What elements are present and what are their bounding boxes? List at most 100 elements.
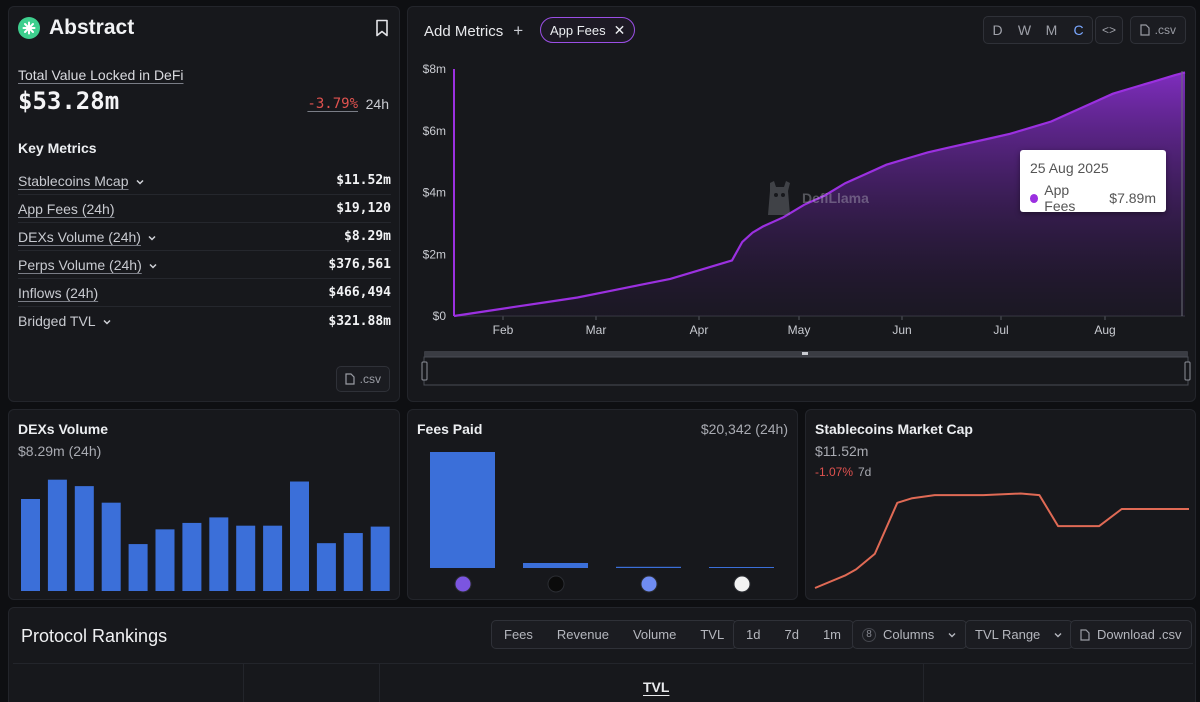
period-button[interactable]: D xyxy=(992,22,1003,38)
range-tab[interactable]: 7d xyxy=(784,627,799,642)
plus-icon: + xyxy=(513,21,524,40)
key-metric-label[interactable]: DEXs Volume (24h) xyxy=(18,228,141,245)
chevron-down-icon xyxy=(948,632,956,637)
app-fees-line xyxy=(453,71,1186,318)
overview-csv-button[interactable]: .csv xyxy=(335,366,390,392)
fees-card-total: $20,342 (24h) xyxy=(700,421,788,437)
range-tab-group: 1d 7d 1m xyxy=(733,620,854,649)
key-metric-row[interactable]: Bridged TVL $321.88m xyxy=(18,307,391,335)
chevron-down-icon[interactable] xyxy=(102,317,112,327)
metric-tab-group: Fees Revenue Volume TVL xyxy=(491,620,738,649)
selected-metric-pill[interactable]: App Fees ✕ xyxy=(540,17,636,43)
x-tick-label: Aug xyxy=(1094,323,1115,337)
metric-tab[interactable]: TVL xyxy=(700,627,725,642)
key-metric-label[interactable]: Stablecoins Mcap xyxy=(18,172,129,189)
key-metric-label[interactable]: App Fees (24h) xyxy=(18,200,115,217)
stable-card-value: $11.52m xyxy=(815,443,869,459)
bookmark-icon[interactable] xyxy=(375,19,389,37)
tvl-range-label: TVL Range xyxy=(975,627,1041,642)
dex-volume-bar[interactable] xyxy=(343,533,363,591)
fees-card-title: Fees Paid xyxy=(417,421,483,437)
key-metric-value: $376,561 xyxy=(328,257,391,272)
fees-paid-bar[interactable] xyxy=(523,563,588,568)
period-button[interactable]: W xyxy=(1017,22,1032,38)
tvl-range-button[interactable]: TVL Range xyxy=(965,620,1074,649)
main-chart[interactable]: $0 $2m $4m $6m $8m Feb Mar Apr May Jun Jul Aug xyxy=(408,7,1196,402)
x-tick-label: Apr xyxy=(690,323,709,337)
key-metric-row[interactable]: Stablecoins Mcap $11.52m xyxy=(18,167,391,195)
columns-button[interactable]: 8 Columns xyxy=(852,620,968,649)
selected-metric-label: App Fees xyxy=(550,22,606,38)
fees-paid-bar[interactable] xyxy=(709,567,774,568)
key-metric-row[interactable]: Inflows (24h) $466,494 xyxy=(18,279,391,307)
rankings-table-header: TVL xyxy=(13,663,1193,702)
metric-tab[interactable]: Volume xyxy=(632,627,677,642)
y-tick-label: $6m xyxy=(423,124,446,138)
main-chart-card: $0 $2m $4m $6m $8m Feb Mar Apr May Jun Jul Aug Add … xyxy=(407,6,1196,402)
period-button[interactable]: C xyxy=(1073,22,1084,38)
chart-csv-button[interactable]: .csv xyxy=(1129,16,1186,44)
dex-volume-bar[interactable] xyxy=(182,522,202,591)
range-tab[interactable]: 1m xyxy=(822,627,841,642)
key-metric-row[interactable]: App Fees (24h) $19,120 xyxy=(18,195,391,223)
stable-card-title: Stablecoins Market Cap xyxy=(815,421,973,437)
watermark-text: DefiLlama xyxy=(802,190,869,206)
column-header-tvl[interactable]: TVL xyxy=(643,679,670,695)
range-grip-icon[interactable] xyxy=(802,352,808,355)
dex-volume-bar[interactable] xyxy=(290,481,309,591)
file-icon xyxy=(345,373,355,385)
key-metric-label[interactable]: Perps Volume (24h) xyxy=(18,256,142,273)
add-metrics-button[interactable]: Add Metrics + xyxy=(424,21,523,41)
column-divider xyxy=(923,664,924,702)
llama-icon xyxy=(768,181,790,215)
dex-volume-bar[interactable] xyxy=(101,502,121,591)
y-tick-label: $4m xyxy=(423,186,446,200)
chevron-down-icon[interactable] xyxy=(147,233,157,243)
fees-paid-bar[interactable] xyxy=(616,566,681,568)
range-handle-right[interactable] xyxy=(1184,361,1191,381)
dex-card-title: DEXs Volume xyxy=(18,421,108,437)
dex-volume-bar[interactable] xyxy=(155,529,175,591)
stablecoins-chart[interactable] xyxy=(806,410,1196,600)
dex-volume-bar[interactable] xyxy=(74,486,94,591)
period-button[interactable]: M xyxy=(1045,22,1058,38)
key-metric-label[interactable]: Bridged TVL xyxy=(18,313,96,329)
dex-volume-bar[interactable] xyxy=(263,525,283,591)
chevron-down-icon[interactable] xyxy=(135,177,145,187)
key-metric-row[interactable]: Perps Volume (24h) $376,561 xyxy=(18,251,391,279)
key-metrics-title: Key Metrics xyxy=(18,140,97,156)
close-icon[interactable]: ✕ xyxy=(613,21,626,38)
dex-volume-bar[interactable] xyxy=(47,479,67,591)
dex-volume-bar[interactable] xyxy=(128,544,148,591)
download-csv-button[interactable]: Download .csv xyxy=(1070,620,1192,649)
x-tick-label: May xyxy=(788,323,811,337)
fees-paid-bar[interactable] xyxy=(430,452,495,568)
dex-volume-bar[interactable] xyxy=(209,517,229,591)
asterisk-icon xyxy=(22,21,36,35)
range-slider-window[interactable] xyxy=(423,356,1189,386)
range-tab[interactable]: 1d xyxy=(746,627,761,642)
dex-volume-bar[interactable] xyxy=(236,525,256,591)
metric-tab[interactable]: Fees xyxy=(504,627,533,642)
key-metric-label[interactable]: Inflows (24h) xyxy=(18,284,99,301)
dex-volume-bar[interactable] xyxy=(316,543,336,591)
tvl-label[interactable]: Total Value Locked in DeFi xyxy=(18,67,184,83)
metric-tab[interactable]: Revenue xyxy=(556,627,609,642)
range-handle-left[interactable] xyxy=(421,361,428,381)
key-metrics-list: Stablecoins Mcap $11.52m App Fees (24h) $19… xyxy=(18,167,391,335)
stablecoins-line xyxy=(814,492,1189,589)
embed-button[interactable]: <> xyxy=(1095,16,1123,44)
code-icon: <> xyxy=(1101,23,1116,37)
dex-volume-chart[interactable] xyxy=(9,410,400,600)
fees-paid-card: Fees Paid $20,342 (24h) xyxy=(407,409,798,600)
key-metric-row[interactable]: DEXs Volume (24h) $8.29m xyxy=(18,223,391,251)
columns-label: Columns xyxy=(883,627,935,642)
tvl-period: 24h xyxy=(365,96,389,112)
key-metric-value: $11.52m xyxy=(336,173,391,188)
x-tick-label: Jun xyxy=(892,323,911,337)
dex-volume-bar[interactable] xyxy=(370,526,390,591)
protocol-overview-card: Abstract Total Value Locked in DeFi $53.… xyxy=(8,6,400,402)
chevron-down-icon[interactable] xyxy=(148,261,158,271)
dex-volume-bar[interactable] xyxy=(21,499,40,591)
fees-paid-chart[interactable] xyxy=(408,410,798,600)
